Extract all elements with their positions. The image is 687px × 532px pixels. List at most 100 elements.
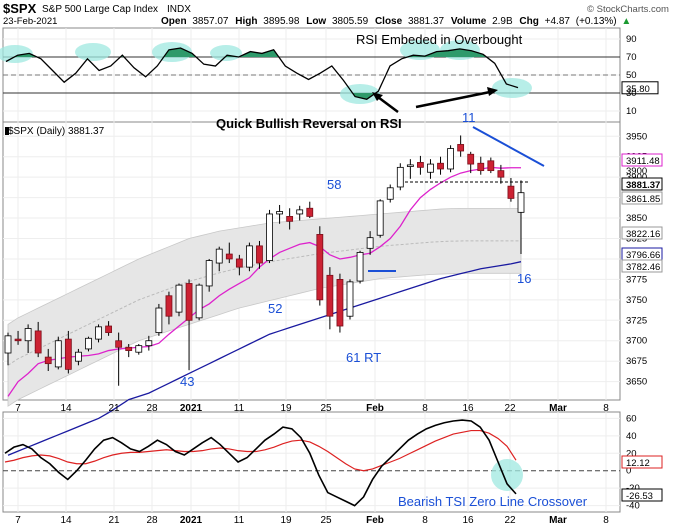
count-label-52: 52	[268, 301, 282, 316]
tsi-panel	[2, 411, 621, 513]
count-label-58: 58	[327, 177, 341, 192]
tsi-signal-line	[4, 429, 517, 472]
price-x-tick-label: 14	[60, 403, 72, 414]
tsi-x-tick-label: 28	[146, 515, 158, 526]
candle-down	[417, 162, 424, 168]
price-x-tick-label: 21	[108, 403, 120, 414]
price-value-tag: 3782.46	[626, 262, 660, 273]
tsi-value-tag: -26.53	[626, 491, 653, 502]
price-y-tick-label: 3850	[626, 213, 647, 224]
price-y-tick-label: 3950	[626, 131, 647, 142]
candle-down	[235, 258, 243, 268]
candle-up	[447, 148, 454, 170]
tsi-x-tick-label: Mar	[549, 515, 567, 526]
close-label: Close	[375, 16, 403, 27]
chg-label: Chg	[519, 16, 538, 27]
price-x-tick-label: 7	[15, 403, 21, 414]
candle-up	[215, 248, 223, 264]
candle-down	[44, 356, 52, 365]
chg-up-icon: ▲	[621, 16, 631, 27]
rsi-y-tick-label: 70	[626, 52, 637, 63]
price-x-tick-label: 2021	[180, 403, 203, 414]
price-value-tag: 3881.37	[626, 180, 660, 191]
price-x-tick-label: 11	[234, 403, 245, 414]
price-x-tick-label: 8	[603, 403, 609, 414]
tsi-y-tick-label: 20	[626, 448, 637, 459]
chg-pct: (+0.13%)	[576, 16, 617, 27]
tsi-x-tick-label: 7	[15, 515, 21, 526]
count-label-61rt: 61 RT	[346, 350, 381, 365]
rsi-overbought-fill	[6, 48, 518, 57]
tsi-crossover-note: Bearish TSI Zero Line Crossover	[398, 494, 588, 509]
candle-down	[467, 153, 475, 165]
candle-up	[205, 260, 213, 287]
price-y-tick-label: 3775	[626, 274, 647, 285]
price-value-tag: 3911.48	[626, 156, 660, 167]
arrow-left-line	[377, 96, 399, 113]
rsi-highlight-bubble	[492, 78, 532, 98]
candle-up	[246, 245, 253, 268]
count-label-16: 16	[517, 271, 531, 286]
candle-up	[376, 200, 384, 236]
candle-up	[406, 164, 414, 167]
candle-up	[4, 335, 12, 354]
candle-up	[145, 340, 153, 347]
candle-down	[336, 279, 344, 327]
tsi-value-tag-box	[621, 455, 663, 469]
candle-up	[175, 284, 183, 313]
price-value-tag-box	[621, 153, 663, 167]
candle-up	[54, 340, 62, 368]
price-y-tick-label: 3700	[626, 336, 647, 347]
close-value: 3881.37	[408, 16, 445, 27]
short-moving-average	[7, 166, 522, 397]
tsi-y-tick-label: 60	[626, 413, 637, 424]
price-value-tag-box	[621, 177, 663, 191]
tsi-x-tick-label: 25	[320, 515, 332, 526]
price-x-tick-label: 28	[146, 403, 158, 414]
candle-down	[64, 338, 72, 370]
price-y-tick-label: 3650	[626, 377, 647, 388]
price-y-tick-label: 3725	[626, 315, 647, 326]
price-series-label: $SPX (Daily) 3881.37	[8, 126, 105, 137]
candle-up	[75, 351, 82, 362]
price-value-tag: 3861.85	[626, 194, 660, 205]
exchange-label: INDX	[167, 4, 191, 15]
price-x-tick-label: Feb	[366, 403, 384, 414]
price-value-tag-box	[621, 259, 663, 273]
candle-down	[165, 295, 173, 317]
arrow-right-line	[415, 90, 491, 109]
copyright: © StockCharts.com	[587, 4, 669, 15]
candle-down	[477, 162, 485, 172]
price-value-tag: 3822.16	[626, 229, 660, 240]
tsi-x-tick-label: 22	[504, 515, 516, 526]
candle-up	[135, 345, 143, 353]
tsi-y-tick-label: 0	[626, 466, 631, 477]
open-value: 3857.07	[192, 16, 229, 27]
low-value: 3805.59	[332, 16, 369, 27]
candle-up	[366, 237, 374, 249]
volume-value: 2.9B	[492, 16, 513, 27]
rsi-highlight-bubble	[0, 45, 33, 63]
ohlc-summary: Open 3857.07 High 3895.98 Low 3805.59 Cl…	[161, 16, 631, 27]
rsi-line	[5, 47, 519, 100]
candle-up	[266, 213, 273, 261]
tsi-x-tick-label: 8	[422, 515, 428, 526]
annotation-arrows	[372, 87, 498, 113]
tsi-y-tick-label: -40	[626, 501, 640, 512]
candle-up	[195, 284, 203, 319]
tsi-x-tick-label: Feb	[366, 515, 384, 526]
candle-up	[155, 307, 163, 333]
candle-down	[125, 346, 133, 351]
price-x-tick-label: Mar	[549, 403, 567, 414]
rsi-y-tick-label: 30	[626, 88, 637, 99]
tsi-value-tag-box	[621, 488, 663, 502]
price-y-tick-label: 3675	[626, 356, 647, 367]
low-label: Low	[306, 16, 326, 27]
price-value-tag-box	[621, 191, 663, 205]
price-x-tick-label: 16	[462, 403, 474, 414]
arrow-right-head	[487, 87, 498, 96]
price-legend-swatch	[5, 127, 9, 135]
tsi-x-tick-label: 19	[280, 515, 292, 526]
candle-down	[286, 216, 294, 222]
